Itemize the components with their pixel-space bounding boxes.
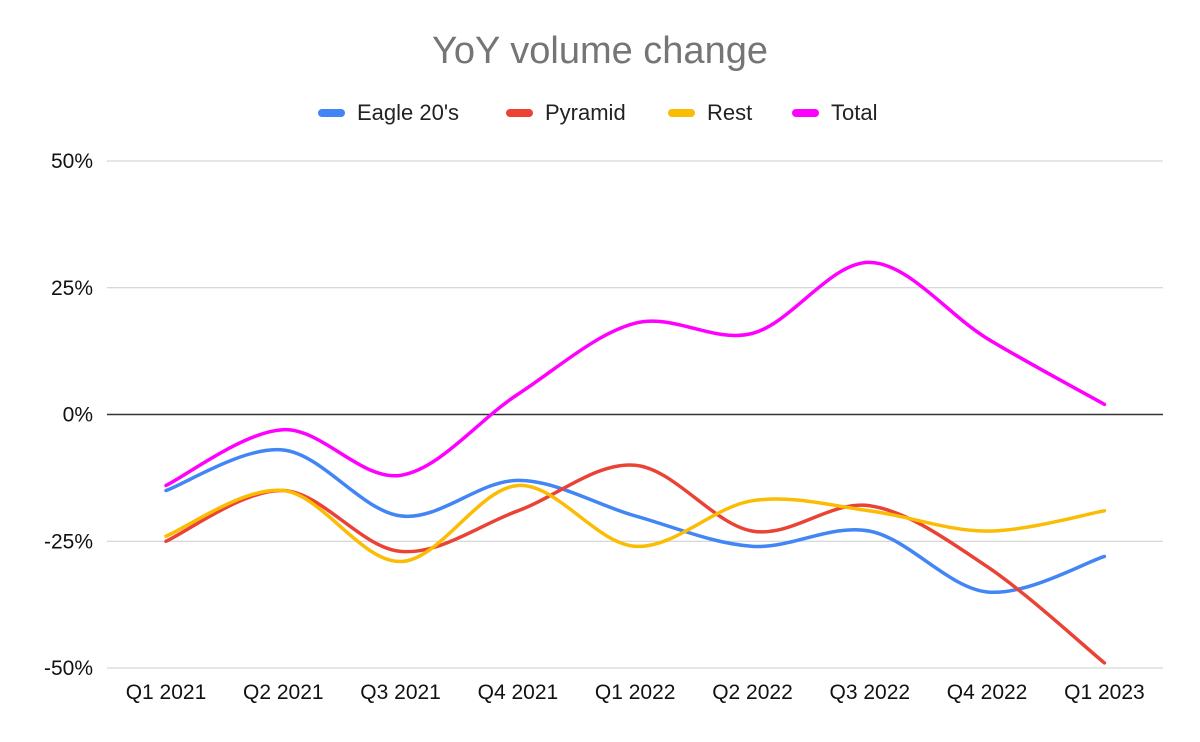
x-tick-label: Q4 2022 (947, 681, 1028, 704)
x-tick-label: Q1 2023 (1064, 681, 1145, 704)
legend-swatch-total (792, 109, 819, 117)
x-tick-label: Q2 2021 (243, 681, 324, 704)
y-tick-label: -50% (44, 657, 93, 680)
legend-swatch-pyramid (506, 109, 533, 117)
y-tick-label: 50% (51, 150, 93, 173)
y-axis-tick-labels: 50% 25% 0% -25% -50% (44, 150, 93, 680)
x-tick-label: Q4 2021 (478, 681, 559, 704)
y-tick-label: 0% (63, 404, 93, 427)
series-line-rest (164, 483, 1107, 564)
x-tick-label: Q1 2022 (595, 681, 676, 704)
y-tick-label: 25% (51, 277, 93, 300)
legend-item-pyramid: Pyramid (506, 99, 626, 127)
legend-label-pyramid: Pyramid (545, 100, 626, 125)
x-tick-label: Q3 2021 (360, 681, 441, 704)
series-line-eagle-20-s (164, 448, 1107, 595)
x-axis-tick-labels: Q1 2021 Q2 2021 Q3 2021 Q4 2021 Q1 2022 Q2 20… (126, 681, 1145, 704)
legend-item-eagle-20s: Eagle 20's (318, 99, 459, 127)
legend-label-total: Total (831, 100, 878, 125)
legend-item-total: Total (792, 99, 877, 127)
legend: Eagle 20's Pyramid Rest Total (0, 99, 1200, 127)
gridlines (107, 160, 1163, 669)
chart-title: YoY volume change (432, 30, 768, 72)
series-line-total (164, 260, 1107, 488)
series-lines (164, 260, 1107, 665)
x-tick-label: Q1 2021 (126, 681, 207, 704)
legend-swatch-eagle-20s (318, 109, 345, 117)
legend-item-rest: Rest (668, 99, 752, 127)
y-tick-label: -25% (44, 530, 93, 553)
legend-swatch-rest (668, 109, 695, 117)
legend-label-eagle-20s: Eagle 20's (357, 100, 460, 125)
legend-label-rest: Rest (707, 100, 753, 125)
x-tick-label: Q3 2022 (830, 681, 911, 704)
series-line-pyramid (164, 463, 1107, 665)
x-tick-label: Q2 2022 (712, 681, 793, 704)
